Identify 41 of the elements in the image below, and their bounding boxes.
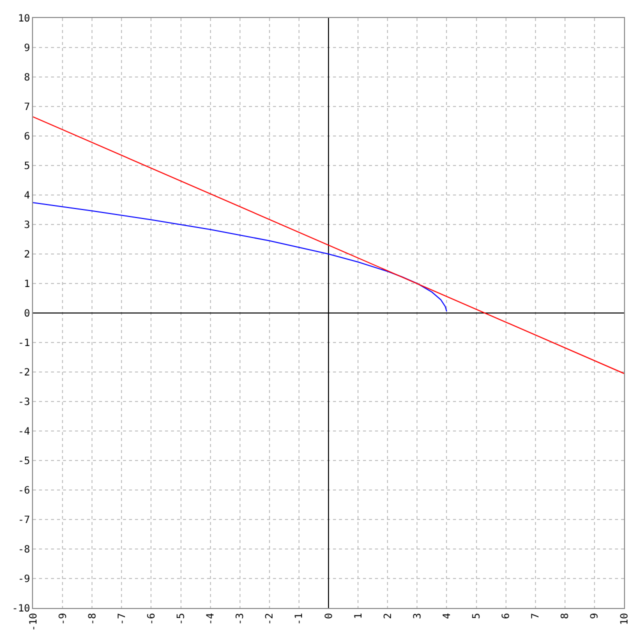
x-tick-label: 8	[560, 613, 572, 620]
y-tick-label: 9	[24, 43, 30, 54]
y-tick-label: -8	[18, 544, 30, 556]
y-tick-label: 2	[24, 250, 30, 260]
y-tick-label: -9	[18, 574, 30, 585]
y-tick-label: 7	[24, 102, 30, 113]
y-tick-label: -7	[18, 515, 30, 526]
y-tick-label: 0	[24, 308, 30, 320]
line-series	[33, 202, 448, 312]
x-tick-label: 10	[619, 613, 630, 626]
x-tick-label: -7	[116, 613, 128, 626]
x-tick-label: 1	[353, 613, 364, 620]
x-tick-label: -5	[176, 613, 187, 626]
x-tick-label: 4	[442, 613, 453, 620]
y-tick-label: 5	[24, 161, 30, 172]
x-tick-label: 7	[530, 613, 542, 620]
y-tick-label: 1	[24, 279, 30, 290]
x-tick-label: -3	[235, 613, 246, 626]
x-tick-label: 3	[412, 613, 424, 620]
y-tick-label: 10	[18, 14, 30, 24]
x-tick-label: -6	[146, 613, 158, 626]
y-tick-label: 4	[24, 190, 30, 202]
x-tick-label: -4	[206, 613, 217, 626]
x-tick-label: -1	[294, 613, 306, 626]
y-tick-label: 6	[24, 132, 30, 142]
x-tick-label: 0	[324, 613, 335, 620]
y-tick-label: -6	[18, 486, 30, 496]
y-tick-label: -3	[18, 397, 30, 408]
x-tick-label: 5	[472, 613, 482, 620]
x-tick-label: -2	[264, 613, 276, 626]
y-tick-label: -1	[18, 338, 30, 349]
y-tick-label: -5	[18, 456, 30, 467]
x-tick-label: 2	[382, 613, 394, 620]
y-tick-label: 3	[24, 220, 30, 231]
y-tick-label: -4	[18, 426, 30, 438]
x-tick-label: 6	[501, 613, 512, 620]
y-tick-label: 8	[24, 72, 30, 84]
x-tick-label: 9	[590, 613, 601, 620]
x-tick-label: -8	[87, 613, 98, 626]
x-tick-label: -9	[58, 613, 69, 626]
y-tick-label: -2	[18, 368, 30, 378]
